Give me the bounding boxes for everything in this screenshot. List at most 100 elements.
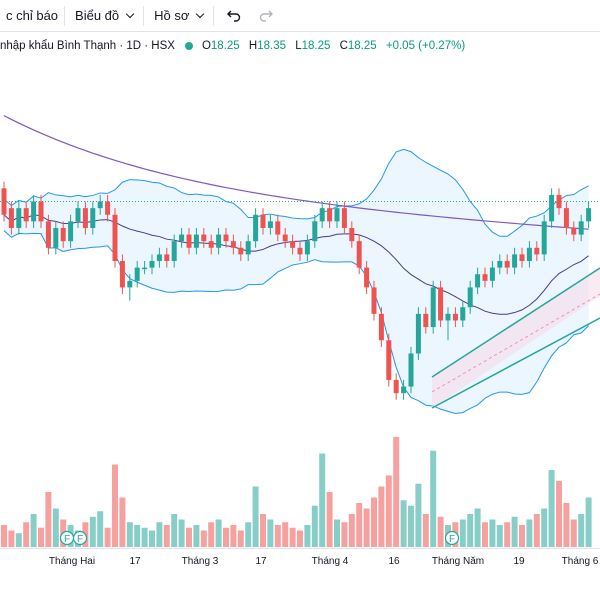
candle-body <box>119 261 125 288</box>
candle-body <box>164 254 170 261</box>
candle-body <box>312 221 318 242</box>
time-axis-label: 16 <box>388 556 400 567</box>
candle-body <box>578 221 584 235</box>
candle-body <box>112 214 118 261</box>
volume-bar <box>304 525 311 547</box>
candle-body <box>541 221 547 255</box>
candle-body <box>156 254 162 261</box>
volume-bar <box>163 525 170 547</box>
candle-body <box>526 247 532 261</box>
volume-bar <box>112 464 118 547</box>
indicators-button[interactable]: c chỉ báo <box>0 0 64 31</box>
candle-body <box>519 254 525 261</box>
candle-body <box>356 241 362 268</box>
redo-icon[interactable] <box>252 4 280 28</box>
volume-bar <box>52 508 59 547</box>
volume-bar <box>526 519 533 547</box>
bollinger-lower-line <box>3 230 589 414</box>
candle-body <box>82 208 88 228</box>
candle-body <box>297 247 303 255</box>
candle-body <box>134 267 140 281</box>
chevron-down-icon <box>125 9 135 18</box>
volume-bar <box>408 505 414 547</box>
low-key: L <box>295 40 302 52</box>
volume-bar <box>556 481 562 547</box>
volume-bar <box>385 475 392 547</box>
candle-body <box>475 274 481 288</box>
volume-bar <box>371 497 377 547</box>
undo-icon[interactable] <box>220 4 248 28</box>
candle-body <box>23 208 29 222</box>
channel-upper-line[interactable] <box>431 267 600 378</box>
moving-averages <box>3 115 589 315</box>
volume-bar <box>30 514 37 547</box>
volume-bar <box>489 519 496 547</box>
chevron-down-icon <box>196 9 205 18</box>
trend-channel-drawing[interactable] <box>431 267 600 409</box>
financial-event-label: F <box>449 534 455 545</box>
candle-body <box>460 307 466 321</box>
volume-bar <box>341 522 348 547</box>
financial-event-marker <box>72 530 88 546</box>
candle-body <box>423 313 429 328</box>
volume-bar <box>570 519 577 547</box>
candle-body <box>216 234 222 248</box>
financial-event-label: F <box>64 534 70 545</box>
volume-bar <box>533 514 540 547</box>
symbol-legend: nhập khẩu Bình Thạnh · 1D · HSX O18.25 H… <box>0 38 471 54</box>
close-key: C <box>339 40 348 52</box>
candle-body <box>260 214 266 228</box>
volume-bar <box>348 514 355 547</box>
candle-body <box>253 214 259 242</box>
channel-lower-line[interactable] <box>431 317 600 409</box>
volume-bar <box>311 505 318 547</box>
time-axis-label: 17 <box>255 556 267 567</box>
candle-body <box>319 208 325 222</box>
change-value: +0.05 (+0.27%) <box>385 40 466 52</box>
candle-body <box>186 234 192 248</box>
volume-bar <box>282 522 289 547</box>
volume-bar <box>363 508 370 547</box>
volume-bar <box>193 525 200 547</box>
volume-bar <box>496 525 503 547</box>
volume-bar <box>245 522 252 547</box>
volume-bar <box>8 530 15 547</box>
candle-body <box>378 313 384 341</box>
bollinger-fill <box>4 149 589 414</box>
high-key: H <box>248 40 258 52</box>
volume-bar <box>1 525 7 547</box>
bollinger-bands <box>3 148 589 414</box>
time-axis[interactable]: Tháng Hai 17 Tháng 3 17 Tháng 4 16 Tháng Năm 19… <box>0 548 600 575</box>
volume-bar <box>126 522 133 547</box>
candle-body <box>142 267 148 270</box>
volume-bar <box>186 527 192 547</box>
candle-body <box>208 241 214 248</box>
volume-bar <box>208 522 215 547</box>
volume-bar <box>504 522 511 547</box>
profile-button[interactable]: Hồ sơ <box>144 0 213 31</box>
candle-body <box>445 313 451 321</box>
volume-bar <box>119 497 126 547</box>
candle-body <box>549 194 555 222</box>
volume-bar <box>289 527 296 547</box>
market-status-icon <box>184 42 193 50</box>
candle-body <box>38 201 44 222</box>
candle-body <box>267 221 273 228</box>
volume-bar <box>141 527 148 547</box>
volume-bar <box>38 527 44 547</box>
volume-bar <box>215 519 222 547</box>
chart-type-button[interactable]: Biểu đồ <box>65 0 143 31</box>
candle-body <box>31 201 37 222</box>
volume-bar <box>237 530 244 547</box>
candle-body <box>489 267 495 281</box>
toolbar-divider <box>143 5 145 26</box>
volume-bar <box>260 514 266 547</box>
candle-body <box>556 194 562 209</box>
candle-body <box>282 234 288 242</box>
candle-body <box>386 340 392 380</box>
candle-body <box>401 386 407 394</box>
volume-bar <box>267 519 274 547</box>
candle-body <box>571 227 577 235</box>
candle-body <box>171 241 177 261</box>
